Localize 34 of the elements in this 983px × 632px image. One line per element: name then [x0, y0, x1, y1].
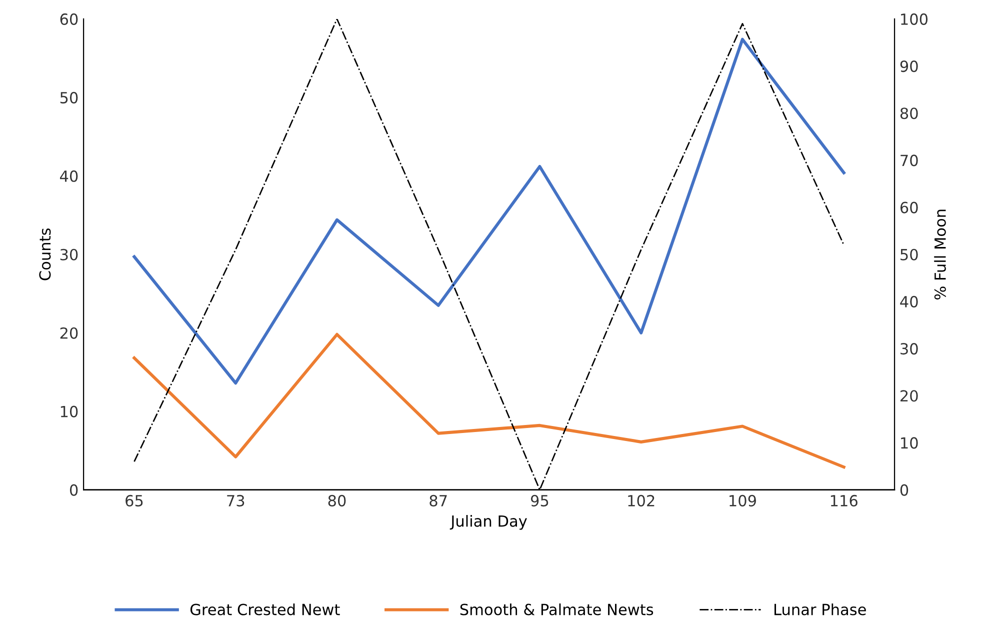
y2-tick-label: 60 [900, 202, 918, 214]
y2-tick-label: 30 [900, 343, 918, 355]
y2-tick-label: 0 [900, 484, 908, 496]
y2-axis-title: % Full Moon [934, 210, 946, 300]
y2-tick-label: 100 [901, 13, 928, 25]
x-tick-label: 102 [628, 494, 654, 506]
legend-label: Smooth & Palmate Newts [460, 603, 654, 616]
x-tick-label: 65 [126, 494, 143, 506]
y-tick-label: 10 [60, 406, 78, 418]
line-series [132, 38, 846, 385]
y-tick-label: 0 [70, 484, 78, 496]
y-tick-label: 40 [60, 170, 78, 182]
line-series [132, 332, 846, 469]
y-tick-label: 30 [60, 248, 78, 260]
x-tick-label: 95 [530, 494, 548, 506]
y2-tick-label: 20 [900, 390, 918, 402]
y2-tick-label: 10 [901, 437, 918, 449]
y2-tick-label: 50 [900, 248, 918, 260]
y-tick-label: 50 [60, 92, 78, 104]
x-tick-label: 116 [830, 494, 858, 506]
y2-tick-label: 80 [900, 108, 918, 120]
y2-tick-label: 70 [900, 154, 918, 166]
x-tick-label: 109 [730, 494, 756, 506]
x-tick-label: 73 [227, 494, 244, 506]
y-tick-label: 60 [60, 13, 78, 25]
x-tick-label: 80 [328, 494, 346, 506]
y-tick-label: 20 [60, 327, 78, 339]
x-axis-title: Julian Day [450, 515, 527, 530]
y2-tick-label: 40 [900, 296, 918, 308]
legend-label: Great Crested Newt [190, 603, 340, 616]
y-axis-title: Counts [39, 228, 51, 280]
legend-label: Lunar Phase [774, 603, 866, 616]
y2-tick-label: 90 [900, 60, 918, 72]
x-tick-label: 87 [430, 494, 447, 506]
